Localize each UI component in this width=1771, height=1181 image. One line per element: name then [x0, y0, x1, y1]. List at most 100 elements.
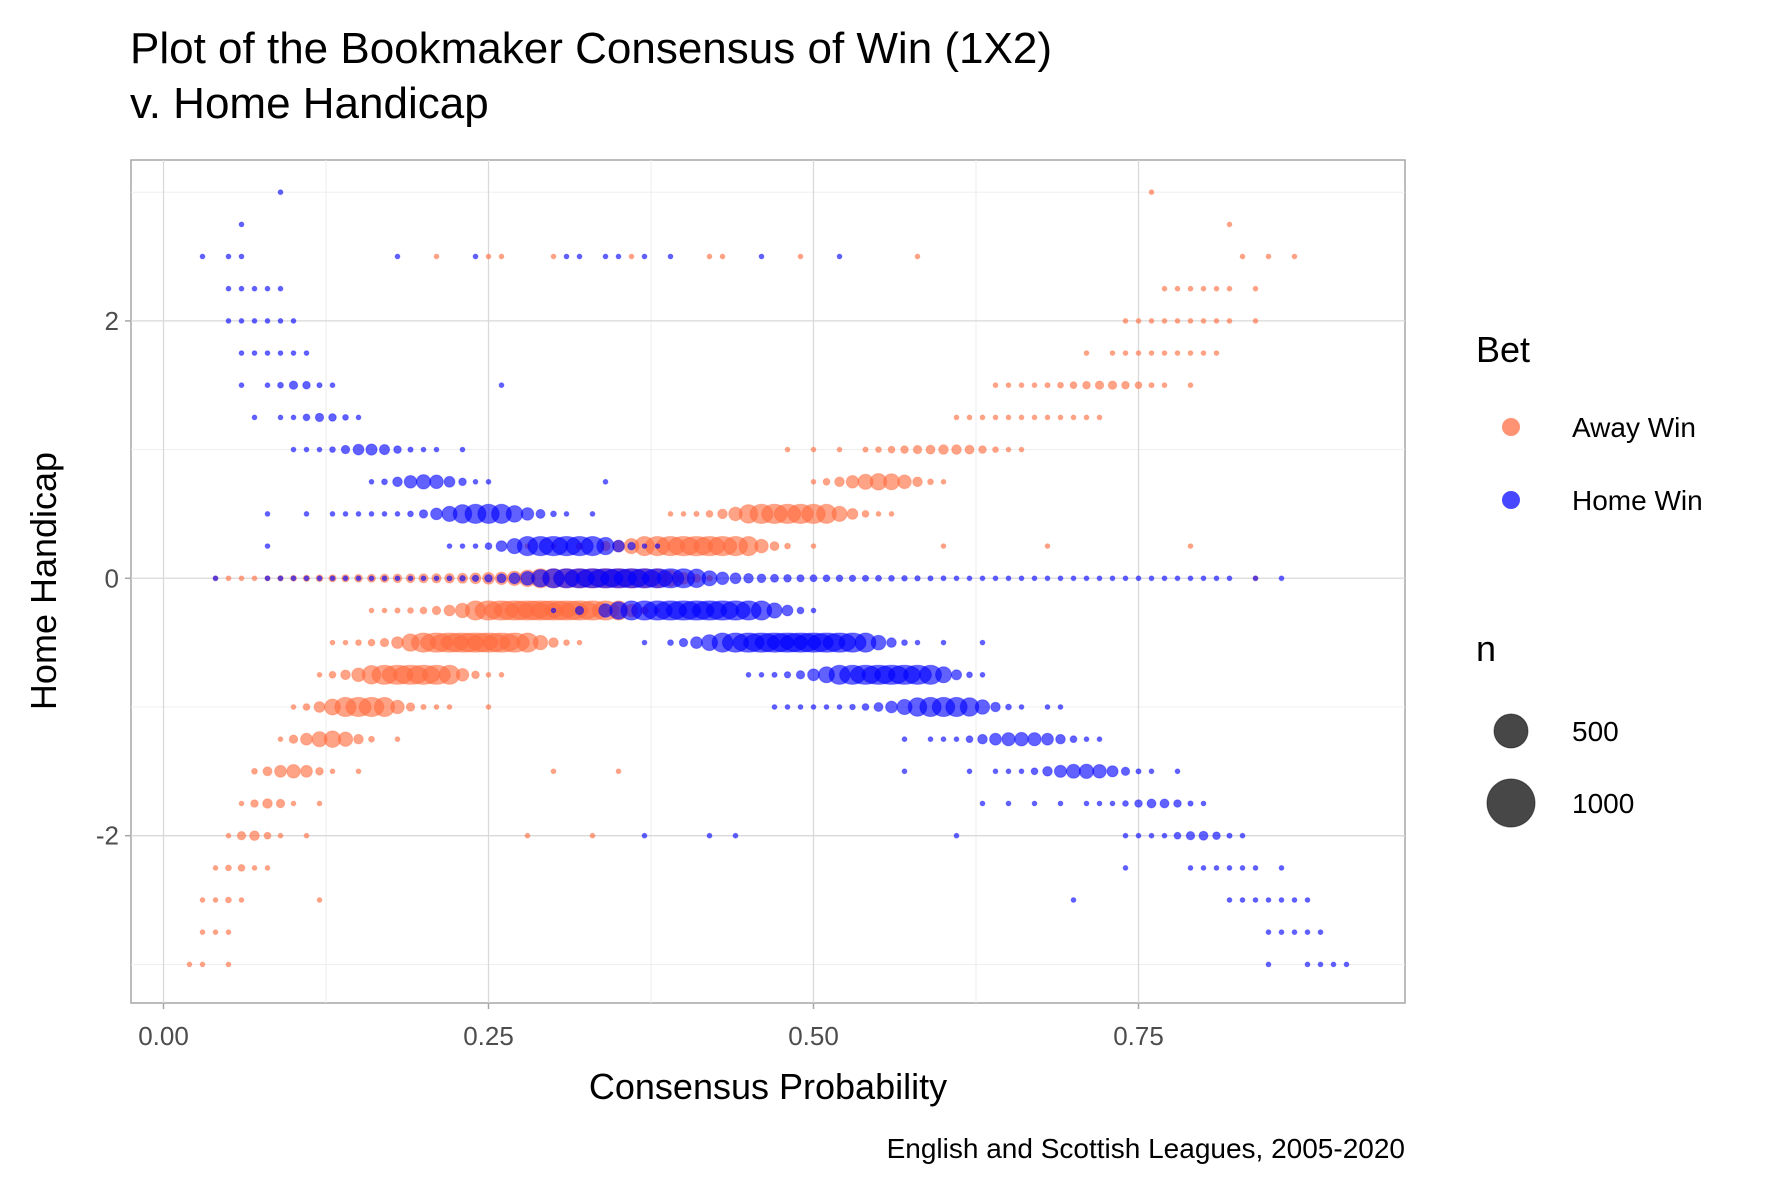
data-point [394, 607, 401, 614]
data-point [974, 699, 991, 715]
data-point [405, 702, 416, 712]
data-point [719, 253, 726, 260]
data-point [1106, 765, 1119, 778]
data-point [966, 575, 973, 582]
data-point [1187, 543, 1194, 549]
data-point [420, 446, 427, 453]
data-point [1265, 961, 1272, 968]
data-point [302, 413, 311, 422]
y-tick-label: -2 [96, 821, 119, 851]
data-point [989, 732, 1002, 746]
data-point [485, 253, 492, 260]
data-point [1135, 350, 1142, 357]
data-point [966, 414, 973, 421]
data-point [484, 542, 493, 550]
data-point [861, 510, 870, 518]
data-point [225, 575, 232, 582]
data-point [1226, 575, 1233, 582]
data-point [1005, 414, 1012, 421]
data-point [290, 446, 297, 453]
data-point [615, 768, 622, 775]
data-point [355, 414, 362, 421]
data-point [288, 734, 299, 744]
data-point [329, 639, 336, 646]
data-point [627, 541, 636, 551]
data-point [589, 832, 596, 839]
data-point [1096, 800, 1103, 807]
data-point [264, 511, 271, 517]
data-point [574, 605, 585, 616]
data-point [745, 671, 752, 678]
data-point [1031, 800, 1038, 807]
data-point [225, 929, 232, 936]
data-point [394, 511, 401, 517]
data-point [693, 510, 700, 518]
data-point [1185, 831, 1196, 841]
data-point [1226, 318, 1233, 324]
data-point [251, 414, 258, 421]
data-point [966, 768, 973, 775]
data-point [355, 639, 362, 646]
data-point [329, 768, 336, 775]
data-point [342, 575, 349, 582]
data-point [277, 381, 284, 389]
data-point [848, 574, 857, 582]
data-point [472, 253, 479, 260]
data-point [238, 285, 245, 292]
data-point [870, 634, 887, 651]
data-point [836, 446, 843, 453]
data-point [1057, 704, 1064, 710]
data-point [328, 670, 337, 679]
data-point [1317, 961, 1324, 968]
data-point [1005, 703, 1012, 711]
data-point [225, 832, 232, 839]
data-point [1200, 318, 1207, 324]
data-point [303, 350, 310, 357]
data-point [290, 575, 297, 582]
data-point [263, 831, 272, 840]
data-point [430, 507, 443, 521]
data-point [1278, 897, 1285, 903]
data-point [1226, 285, 1233, 292]
data-point [1148, 318, 1155, 324]
data-point [1014, 731, 1029, 747]
data-point [368, 511, 375, 517]
data-point [706, 253, 713, 260]
data-point [1148, 575, 1155, 582]
data-point [1057, 381, 1064, 389]
data-point [381, 511, 388, 517]
data-point [236, 831, 247, 841]
legend-key-size-1000 [1486, 778, 1536, 828]
data-point [342, 639, 349, 646]
data-point [378, 444, 391, 456]
data-point [953, 832, 960, 839]
data-point [576, 639, 583, 646]
data-point [407, 446, 414, 453]
x-tick-label: 0.25 [463, 1021, 514, 1051]
data-point [602, 253, 609, 260]
data-point [875, 446, 882, 454]
y-tick-label: 0 [105, 563, 119, 593]
data-point [199, 929, 206, 936]
data-point [1107, 380, 1118, 390]
data-point [1200, 865, 1207, 871]
data-point [1148, 768, 1155, 775]
data-point [1200, 800, 1207, 807]
data-point [328, 413, 337, 422]
data-point [238, 382, 245, 389]
data-point [290, 350, 297, 357]
data-point [1109, 800, 1116, 807]
data-point [277, 318, 284, 324]
data-point [1213, 575, 1220, 582]
data-point [342, 511, 349, 517]
data-point [990, 701, 1001, 713]
data-point [992, 575, 999, 582]
data-point [419, 606, 428, 615]
data-point [403, 475, 418, 489]
data-point [1083, 575, 1090, 582]
data-point [1083, 350, 1090, 357]
data-point [250, 799, 259, 808]
x-axis-ticks: 0.00 0.25 0.50 0.75 [138, 1003, 1164, 1051]
data-point [912, 444, 923, 455]
data-point [394, 253, 401, 260]
